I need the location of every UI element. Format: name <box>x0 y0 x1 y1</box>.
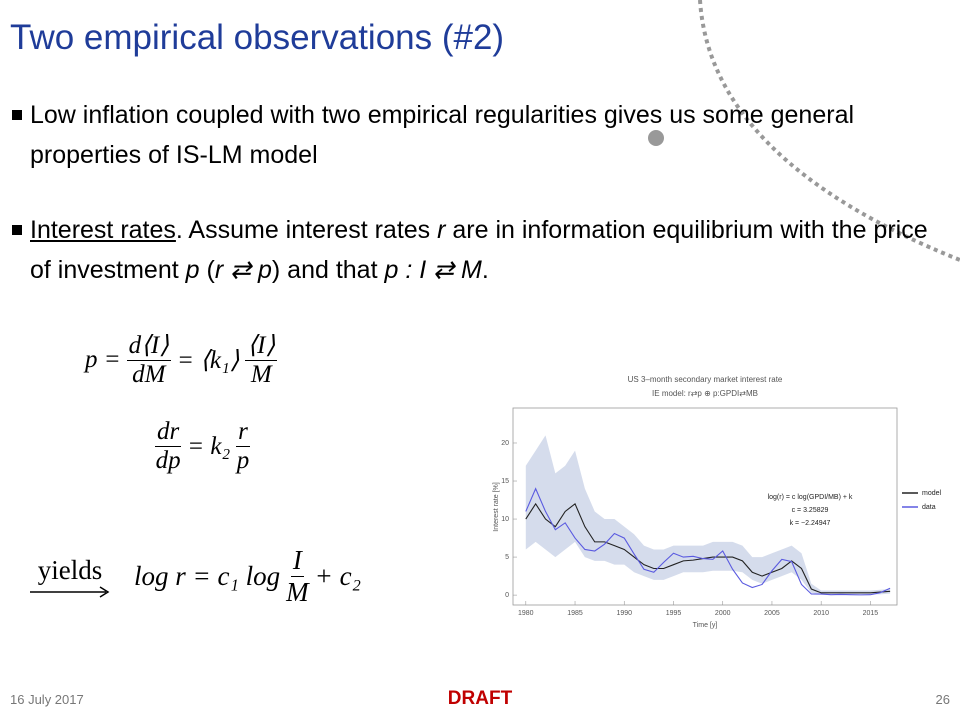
bullet-text: . Assume interest rates <box>175 216 438 244</box>
legend-label: data <box>922 504 936 511</box>
x-tick-label: 2000 <box>715 610 731 617</box>
eq-text: dp <box>155 447 181 474</box>
page-number: 26 <box>935 692 950 707</box>
eq-text: log r = c₁ log <box>134 561 281 591</box>
bullet-text: ) and that <box>271 256 385 284</box>
annotation: k = −2.24947 <box>790 520 831 527</box>
x-tick-label: 2015 <box>863 610 879 617</box>
eq-text: dr <box>155 418 182 447</box>
eq-text: = ⟨k₁⟩ <box>176 346 240 374</box>
x-tick-label: 2010 <box>813 610 829 617</box>
eq-text: p <box>236 447 250 474</box>
chart: US 3–month secondary market interest rat… <box>493 375 942 629</box>
eq-text: ⟨I⟩ <box>245 332 278 361</box>
eq-text: d⟨I⟩ <box>126 332 171 361</box>
slide-title: Two empirical observations (#2) <box>10 18 505 57</box>
bullet-text: r ⇄ p <box>214 256 272 284</box>
bullet-text: are in information equilibrium with the … <box>30 216 928 284</box>
eq-text: dM <box>132 361 166 388</box>
y-tick-label: 0 <box>505 592 509 599</box>
eq-text: yields <box>37 555 103 585</box>
y-tick-label: 10 <box>501 516 509 523</box>
x-tick-label: 1985 <box>567 610 583 617</box>
bullet-text: Low inflation coupled with two empirical… <box>30 101 855 169</box>
x-tick-label: 1995 <box>666 610 682 617</box>
eq-text: = k₂ <box>187 432 231 460</box>
bullet-text: r <box>437 216 446 244</box>
y-tick-label: 5 <box>505 554 509 561</box>
annotation: log(r) = c log(GPDI/MB) + k <box>768 494 853 501</box>
eq-text: M <box>250 361 272 388</box>
chart-title: US 3–month secondary market interest rat… <box>628 375 783 384</box>
x-tick-label: 1980 <box>518 610 534 617</box>
bullet-text: Interest rates <box>30 216 176 244</box>
x-tick-label: 2005 <box>764 610 780 617</box>
eq-text: M <box>286 577 309 607</box>
eq-text: + c₂ <box>314 561 361 591</box>
bullet-text: ( <box>199 256 215 284</box>
x-tick-label: 1990 <box>616 610 632 617</box>
y-tick-label: 20 <box>501 440 509 447</box>
line <box>525 502 891 594</box>
bullet: Interest rates. Assume interest rates r … <box>12 210 930 290</box>
eq-text: p = <box>85 345 121 373</box>
eq-text: I <box>290 545 304 577</box>
footer-label: DRAFT <box>447 688 513 709</box>
line <box>525 487 891 596</box>
chart-subtitle: IE model: r⇄p ⊕ p:GPDI⇄MB <box>652 389 758 398</box>
bullet-text: p : I ⇄ M <box>384 256 482 284</box>
y-tick-label: 15 <box>501 478 509 485</box>
x-axis-label: Time [y] <box>693 622 718 629</box>
bullet: Low inflation coupled with two empirical… <box>12 95 930 175</box>
y-axis-label: Interest rate [%] <box>493 482 500 531</box>
confidence-band <box>525 435 891 595</box>
eq-text: r <box>236 418 250 447</box>
equation: p = d⟨I⟩ dM = ⟨k₁⟩ ⟨I⟩ M <box>85 330 278 389</box>
footer-date: 16 July 2017 <box>10 692 84 707</box>
legend-label: model <box>922 490 942 497</box>
arrow <box>30 586 110 598</box>
bullet-text: p <box>185 256 200 284</box>
annotation: c = 3.25829 <box>792 507 829 514</box>
bullet-text: . <box>481 256 489 284</box>
